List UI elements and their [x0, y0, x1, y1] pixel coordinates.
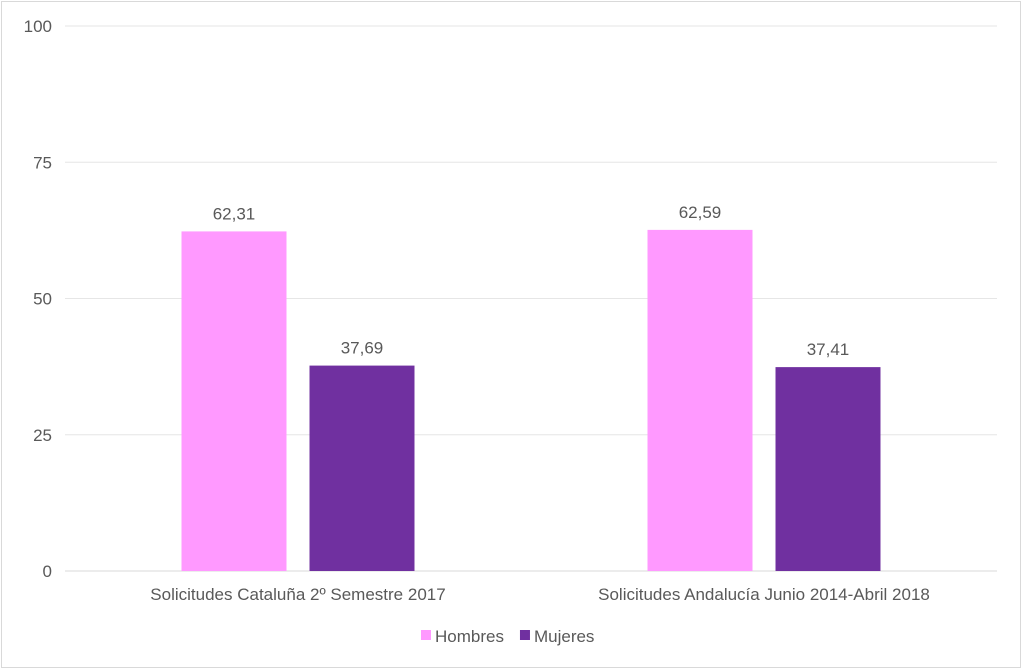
data-label: 37,41: [807, 340, 850, 359]
bar-hombres: [647, 229, 753, 571]
x-tick-label: Solicitudes Cataluña 2º Semestre 2017: [150, 585, 445, 604]
legend-label: Hombres: [435, 627, 504, 646]
data-label: 62,59: [679, 203, 722, 222]
bar-mujeres: [775, 367, 881, 571]
bar-hombres: [181, 231, 287, 571]
bar-mujeres: [309, 365, 415, 571]
x-tick-label: Solicitudes Andalucía Junio 2014-Abril 2…: [598, 585, 930, 604]
legend-swatch: [519, 630, 530, 640]
legend-label: Mujeres: [534, 627, 594, 646]
y-tick-label: 75: [33, 153, 52, 172]
legend-swatch: [421, 630, 431, 640]
y-tick-label: 100: [24, 17, 52, 36]
y-tick-label: 0: [43, 562, 52, 581]
data-label: 62,31: [213, 204, 256, 223]
y-tick-label: 25: [33, 426, 52, 445]
y-tick-label: 50: [33, 290, 52, 309]
data-label: 37,69: [341, 339, 384, 358]
